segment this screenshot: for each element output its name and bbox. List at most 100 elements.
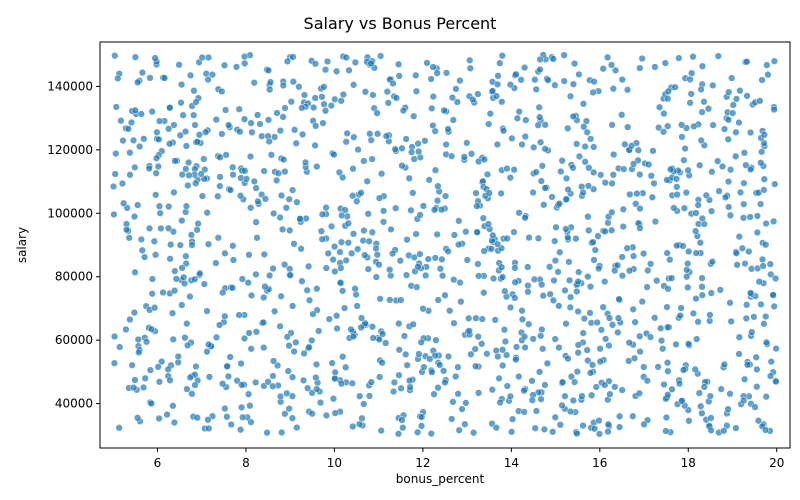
data-point [555,343,563,352]
data-point [242,175,251,183]
data-point [176,131,184,139]
data-point [471,362,480,370]
data-point [320,83,328,91]
data-point [657,324,665,332]
data-point [601,381,609,389]
data-point [455,217,463,225]
data-point [694,201,702,209]
data-point [250,177,258,186]
data-point [455,426,463,434]
data-point [753,228,761,237]
data-point [241,167,249,175]
data-point [413,428,422,436]
data-point [336,248,344,256]
data-point [720,360,729,369]
data-point [561,392,569,400]
data-point [508,134,516,143]
data-point [517,76,525,84]
data-point [646,333,655,341]
data-point [384,99,392,107]
data-point [609,85,617,93]
data-point [535,103,543,112]
data-point [530,275,539,284]
data-point [427,429,435,438]
data-point [587,391,596,399]
data-point [303,286,311,294]
data-point [584,272,592,281]
data-point [611,66,620,75]
data-point [520,332,529,341]
data-point [328,359,336,367]
data-point [240,334,249,343]
data-point [708,258,717,266]
data-point [353,197,361,205]
data-point [769,291,777,299]
data-point [743,58,751,66]
data-point [594,232,602,240]
data-point [539,345,547,353]
data-point [518,140,526,149]
data-point [364,210,372,218]
data-point [684,166,692,174]
data-point [596,357,604,366]
data-point [511,294,519,302]
data-point [739,214,748,222]
data-point [562,174,571,183]
data-point [270,209,278,218]
data-point [654,363,662,371]
data-point [601,335,610,343]
data-point [253,111,262,119]
data-point [751,403,759,411]
data-point [305,296,314,304]
data-point [675,380,684,388]
data-point [125,234,133,242]
data-point [569,80,578,88]
data-point [657,336,666,345]
data-point [290,240,298,248]
data-point [422,271,430,280]
data-point [694,318,702,326]
data-point [640,363,648,371]
data-point [373,251,381,259]
data-point [474,260,482,268]
data-point [248,128,256,136]
data-point [289,53,297,61]
data-point [252,378,260,387]
data-point [650,179,658,188]
data-point [191,275,199,283]
data-point [375,335,384,344]
data-point [170,287,179,295]
data-point [493,240,502,248]
data-point [651,217,660,226]
data-point [402,350,410,359]
data-point [662,413,671,422]
data-point [223,413,231,421]
data-point [164,365,172,373]
data-point [618,253,626,261]
data-point [564,124,572,133]
data-point [286,226,294,235]
data-point [171,267,179,275]
data-point [572,234,580,243]
data-point [698,274,706,282]
data-point [288,373,297,381]
data-point [331,267,339,276]
data-point [636,332,644,340]
data-point [212,115,220,124]
data-point [244,279,252,287]
data-point [402,135,410,143]
data-point [368,323,377,331]
data-point [318,210,327,219]
data-point [659,128,668,136]
data-point [203,348,211,356]
data-point [109,182,118,191]
data-point [415,350,423,358]
data-point [726,166,735,174]
data-point [395,319,403,328]
data-point [518,307,526,315]
data-point [283,57,292,66]
data-point [579,329,587,337]
data-point [706,311,714,319]
data-point [420,363,428,371]
data-point [182,202,191,210]
